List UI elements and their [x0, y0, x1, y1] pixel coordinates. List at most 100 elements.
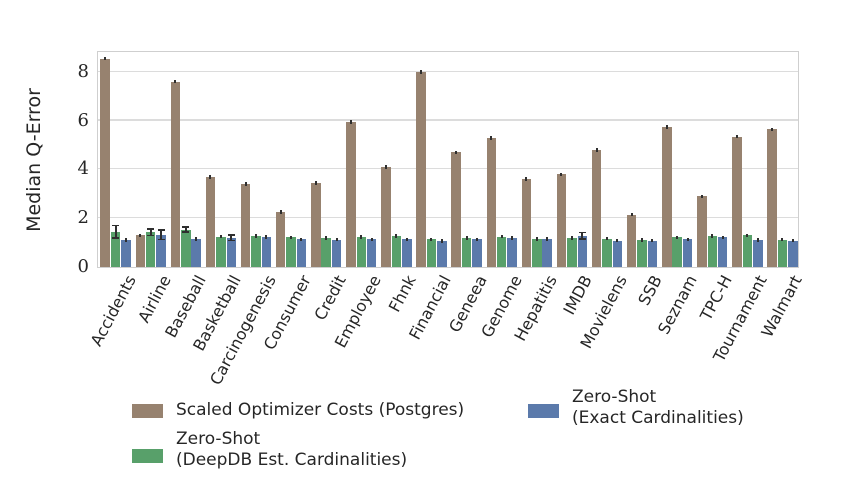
bar-fhnk-series1 — [391, 236, 402, 267]
y-tick-label-0: 0 — [77, 256, 89, 277]
error-bar — [630, 212, 633, 217]
bar-movielens-series0 — [591, 149, 602, 267]
error-bar — [265, 235, 268, 240]
bar-consumer-series2 — [296, 239, 307, 267]
bar-employee-series1 — [356, 237, 366, 267]
bar-seznam-series2 — [682, 239, 693, 267]
error-bar-cap — [182, 231, 190, 233]
error-bar — [455, 150, 458, 155]
bar-ssb-series0 — [626, 214, 637, 267]
error-bar — [746, 233, 749, 238]
bar-carcinogenesis-series1 — [251, 236, 261, 267]
bar-seznam-series0 — [662, 126, 672, 267]
bar-genome-series1 — [496, 236, 507, 267]
gridline-y6 — [98, 119, 798, 121]
error-bar-cap — [578, 238, 586, 241]
bar-tournament-series2 — [753, 240, 763, 267]
error-bar-cap — [182, 226, 190, 229]
bar-tournament-series1 — [742, 235, 753, 267]
error-bar — [254, 234, 257, 238]
error-bar-cap — [578, 231, 586, 234]
error-bar — [525, 177, 528, 181]
error-bar — [104, 56, 107, 61]
bar-financial-series0 — [416, 71, 426, 267]
error-bar — [184, 227, 187, 233]
gridline-y2 — [98, 216, 798, 219]
bar-tpc-h-series0 — [697, 196, 707, 267]
error-bar — [279, 210, 282, 214]
bar-carcinogenesis-series0 — [240, 184, 251, 267]
error-bar-cap — [147, 234, 155, 237]
y-tick-label-8: 8 — [77, 60, 89, 82]
bar-imdb-series0 — [556, 174, 567, 267]
error-bar — [756, 238, 759, 242]
bar-accidents-series1 — [110, 231, 121, 267]
error-bar — [314, 181, 317, 185]
bar-financial-series1 — [426, 239, 437, 267]
y-tick-label-2: 2 — [77, 207, 89, 229]
error-bar — [595, 148, 598, 152]
error-bar — [395, 234, 398, 238]
error-bar — [430, 237, 433, 242]
error-bar — [420, 70, 423, 74]
error-bar — [490, 136, 493, 140]
bar-fhnk-series0 — [381, 167, 391, 267]
bar-basketball-series2 — [226, 237, 236, 267]
error-bar — [114, 225, 117, 238]
error-bar — [651, 238, 654, 243]
legend-label-line: Zero-Shot — [572, 387, 657, 407]
bar-tpc-h-series1 — [707, 236, 717, 267]
error-bar — [139, 233, 142, 238]
error-bar — [581, 232, 584, 240]
y-tick-label-4: 4 — [77, 158, 89, 180]
error-bar — [244, 182, 247, 186]
error-bar — [440, 239, 443, 243]
y-tick-label-6: 6 — [77, 109, 89, 131]
bar-airline-series1 — [145, 232, 156, 267]
bar-airline-series2 — [156, 234, 166, 267]
error-bar — [219, 234, 222, 239]
bar-employee-series2 — [366, 239, 377, 267]
error-bar — [570, 236, 573, 240]
bar-consumer-series1 — [286, 237, 296, 267]
legend-label-line: Scaled Optimizer Costs (Postgres) — [176, 400, 465, 420]
plot-area — [97, 51, 799, 268]
error-bar-cap — [112, 224, 120, 227]
legend-swatch-0 — [132, 404, 163, 418]
error-bar — [209, 175, 212, 179]
legend-label-1: Zero-Shot (DeepDB Est. Cardinalities) — [176, 429, 407, 471]
error-bar — [546, 237, 549, 241]
bar-basketball-series1 — [216, 236, 226, 267]
error-bar-cap — [227, 234, 235, 236]
error-bar — [560, 172, 563, 177]
error-bar — [665, 125, 668, 129]
bar-basketball-series0 — [205, 176, 216, 267]
error-bar — [384, 165, 387, 169]
bar-hepatitis-series2 — [542, 238, 552, 267]
bar-movielens-series1 — [602, 238, 612, 267]
bar-carcinogenesis-series2 — [261, 237, 272, 267]
legend-label-line: (Exact Cardinalities) — [572, 408, 744, 428]
error-bar — [230, 234, 233, 241]
error-bar — [735, 134, 738, 139]
error-bar — [771, 127, 774, 131]
bar-genome-series2 — [507, 238, 517, 267]
error-bar-cap — [147, 228, 155, 231]
error-bar — [605, 236, 608, 241]
error-bar — [700, 194, 703, 199]
bar-baseball-series0 — [170, 81, 181, 267]
error-bar-cap — [227, 239, 235, 242]
error-bar — [500, 234, 503, 239]
error-bar-cap — [157, 228, 165, 231]
bar-walmart-series1 — [777, 239, 788, 267]
error-bar — [676, 235, 679, 240]
bar-geneea-series2 — [472, 239, 482, 267]
error-bar-cap — [112, 236, 120, 239]
bar-financial-series2 — [437, 240, 447, 267]
legend-label-line: (DeepDB Est. Cardinalities) — [176, 450, 408, 470]
bar-ssb-series1 — [637, 240, 647, 267]
bar-airline-series0 — [135, 235, 145, 267]
error-bar — [360, 235, 363, 239]
bar-genome-series0 — [486, 137, 496, 267]
